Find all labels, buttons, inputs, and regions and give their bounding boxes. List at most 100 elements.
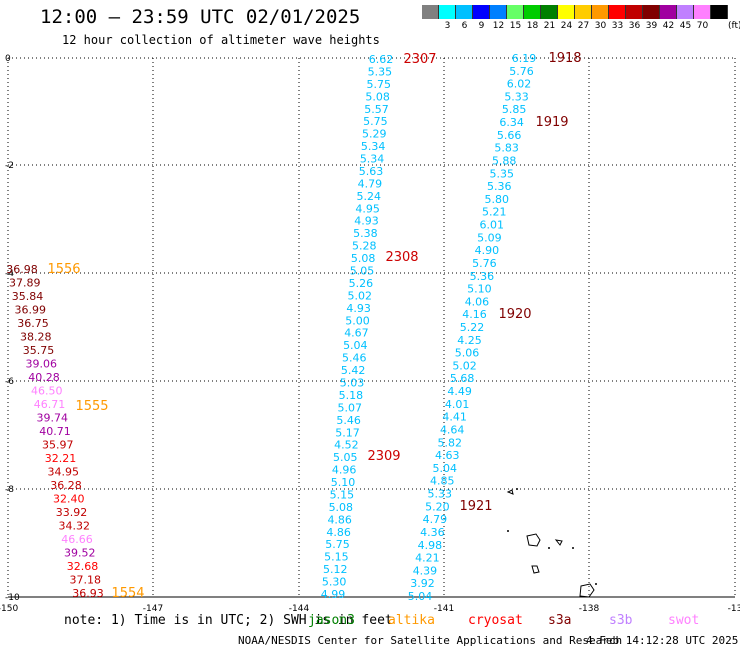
legend-label: 12 bbox=[492, 21, 505, 31]
wave-height-label: 6.19 bbox=[512, 52, 537, 65]
wave-height-label: 5.29 bbox=[362, 128, 387, 141]
wave-height-label: 36.98 bbox=[6, 263, 38, 276]
wave-height-label: 37.89 bbox=[9, 277, 41, 290]
wave-height-label: 4.16 bbox=[462, 308, 487, 321]
legend-label: 36 bbox=[628, 21, 641, 31]
wave-height-label: 5.75 bbox=[363, 115, 388, 128]
legend-swatch bbox=[660, 5, 677, 19]
lat-tick-label: -4 bbox=[5, 269, 14, 279]
wave-height-label: 5.36 bbox=[470, 270, 495, 283]
legend-swatch bbox=[456, 5, 473, 19]
wave-height-label: 34.32 bbox=[59, 520, 91, 533]
wave-height-label: 5.42 bbox=[341, 364, 366, 377]
wave-height-label: 46.50 bbox=[31, 385, 63, 398]
wave-height-label: 6.01 bbox=[480, 219, 505, 232]
legend-swatch bbox=[439, 5, 456, 19]
legend-swatch bbox=[711, 5, 728, 19]
sat-jason3: jason3 bbox=[308, 613, 355, 628]
wave-height-label: 35.84 bbox=[12, 290, 44, 303]
legend-label: 9 bbox=[478, 21, 485, 31]
legend-swatch bbox=[677, 5, 694, 19]
legend-label: 30 bbox=[594, 21, 607, 31]
footer-credit: NOAA/NESDIS Center for Satellite Applica… bbox=[238, 634, 623, 647]
wave-height-label: 39.06 bbox=[26, 358, 58, 371]
legend-label: 70 bbox=[696, 21, 709, 31]
legend-label: 18 bbox=[526, 21, 539, 31]
wave-height-label: 5.88 bbox=[492, 154, 517, 167]
island-outline bbox=[531, 565, 540, 574]
wave-height-label: 5.46 bbox=[336, 414, 361, 427]
wave-height-label: 5.10 bbox=[467, 283, 492, 296]
legend-swatch bbox=[473, 5, 490, 19]
wave-height-label: 4.93 bbox=[354, 215, 379, 228]
legend-swatch bbox=[558, 5, 575, 19]
wave-height-label: 5.35 bbox=[368, 65, 393, 78]
island-outline bbox=[579, 583, 595, 598]
wave-height-label: 5.57 bbox=[364, 103, 389, 116]
wave-height-label: 5.46 bbox=[342, 352, 367, 365]
wave-height-label: 4.86 bbox=[326, 526, 351, 539]
wave-height-label: 4.63 bbox=[435, 449, 460, 462]
wave-height-label: 6.02 bbox=[507, 78, 532, 91]
time-label: 1920 bbox=[498, 307, 531, 322]
wave-height-label: 5.85 bbox=[502, 103, 527, 116]
wave-height-label: 46.71 bbox=[34, 398, 66, 411]
island-outline bbox=[506, 489, 514, 495]
wave-height-label: 4.99 bbox=[321, 588, 346, 601]
wave-height-label: 5.83 bbox=[494, 142, 519, 155]
wave-height-label: 3.92 bbox=[410, 577, 435, 590]
wave-height-label: 5.06 bbox=[455, 347, 480, 360]
wave-height-label: 5.00 bbox=[345, 314, 370, 327]
wave-height-label: 5.09 bbox=[477, 231, 502, 244]
legend-swatch bbox=[609, 5, 626, 19]
wave-height-label: 5.07 bbox=[337, 401, 362, 414]
lon-tick-label: -13 bbox=[728, 604, 740, 614]
legend-swatch bbox=[541, 5, 558, 19]
wave-height-label: 5.04 bbox=[408, 590, 433, 603]
wave-height-label: 5.18 bbox=[339, 389, 364, 402]
wave-height-label: 4.01 bbox=[445, 398, 470, 411]
wave-height-label: 4.21 bbox=[415, 552, 440, 565]
wave-height-label: 5.33 bbox=[428, 488, 453, 501]
wave-height-label: 46.66 bbox=[61, 533, 93, 546]
time-label: 2307 bbox=[403, 52, 436, 67]
wave-height-label: 5.38 bbox=[353, 227, 378, 240]
legend-swatch bbox=[524, 5, 541, 19]
wave-height-label: 5.22 bbox=[460, 321, 485, 334]
legend-label: 45 bbox=[679, 21, 692, 31]
lon-tick-label: -150 bbox=[0, 604, 18, 614]
island-dot bbox=[548, 547, 550, 549]
legend-label: 21 bbox=[543, 21, 556, 31]
wave-height-label: 5.34 bbox=[360, 153, 385, 166]
wave-height-label: 32.21 bbox=[45, 452, 77, 465]
wave-height-label: 4.96 bbox=[332, 464, 357, 477]
wave-height-label: 6.62 bbox=[369, 53, 394, 66]
wave-height-label: 32.40 bbox=[53, 493, 85, 506]
wave-height-label: 4.06 bbox=[465, 295, 490, 308]
legend-label: 24 bbox=[560, 21, 573, 31]
wave-height-label: 36.28 bbox=[50, 479, 82, 492]
wave-height-label: 5.02 bbox=[452, 359, 477, 372]
wave-height-label: 38.28 bbox=[20, 331, 52, 344]
wave-height-label: 5.05 bbox=[333, 451, 358, 464]
legend-swatch bbox=[592, 5, 609, 19]
lat-tick-label: -10 bbox=[5, 593, 20, 603]
lat-tick-label: -2 bbox=[5, 161, 14, 171]
wave-height-label: 5.15 bbox=[330, 488, 355, 501]
time-label: 2309 bbox=[367, 449, 400, 464]
wave-height-label: 36.99 bbox=[15, 304, 47, 317]
lon-tick-label: -138 bbox=[579, 604, 600, 614]
island-dot bbox=[507, 530, 509, 532]
wave-height-label: 4.39 bbox=[413, 564, 438, 577]
wave-height-label: 5.10 bbox=[331, 476, 356, 489]
sat-cryosat: cryosat bbox=[468, 613, 523, 628]
wave-height-label: 33.92 bbox=[56, 506, 88, 519]
wave-height-label: 5.75 bbox=[325, 538, 350, 551]
wave-height-label: 4.25 bbox=[457, 334, 482, 347]
wave-height-label: 5.30 bbox=[322, 576, 347, 589]
wave-height-label: 4.90 bbox=[475, 244, 500, 257]
wave-height-label: 4.95 bbox=[355, 202, 380, 215]
